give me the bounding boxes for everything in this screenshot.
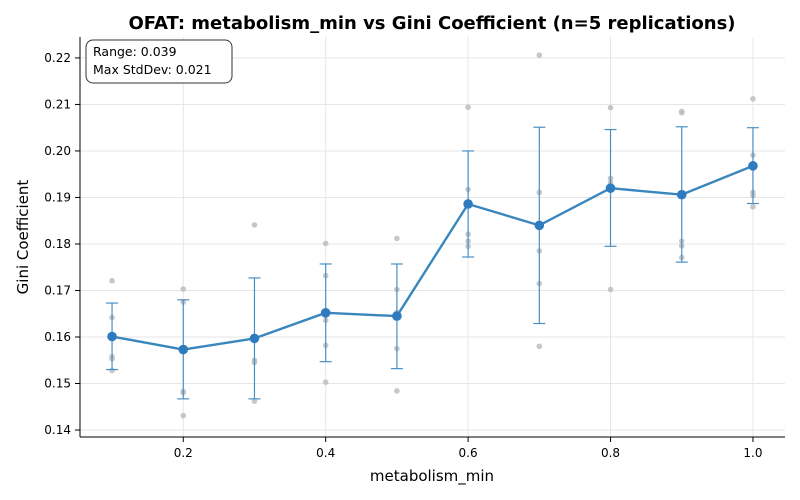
mean-point	[676, 189, 687, 200]
mean-line	[111, 164, 754, 351]
y-tick-label: 0.18	[44, 237, 71, 251]
mean-point	[605, 183, 616, 193]
x-ticks: 0.2 0.4 0.6 0.8 1.0	[174, 437, 763, 460]
replication-point	[394, 235, 400, 242]
x-tick-label: 0.2	[174, 446, 193, 460]
x-tick-label: 0.6	[459, 446, 478, 460]
y-tick-label: 0.14	[44, 423, 71, 437]
replication-point	[322, 379, 329, 385]
replication-point	[750, 203, 756, 210]
replication-point	[607, 104, 614, 111]
x-tick-label: 0.4	[316, 446, 335, 460]
grid	[80, 37, 785, 437]
mean-point	[463, 199, 473, 209]
replication-point	[750, 96, 756, 102]
mean-point	[249, 333, 260, 344]
y-axis-label: Gini Coefficient	[14, 180, 32, 295]
y-tick-label: 0.15	[44, 377, 71, 391]
axes	[79, 37, 785, 438]
y-tick-label: 0.16	[44, 330, 71, 344]
replication-points	[109, 52, 756, 419]
chart-title: OFAT: metabolism_min vs Gini Coefficient…	[128, 13, 735, 34]
x-tick-label: 0.8	[601, 446, 620, 460]
error-bars	[106, 126, 759, 400]
replication-point	[465, 104, 471, 111]
replication-point	[607, 286, 614, 293]
y-tick-label: 0.21	[44, 97, 71, 111]
stats-range: Range: 0.039	[93, 44, 177, 59]
mean-markers	[107, 161, 758, 355]
replication-point	[251, 222, 258, 228]
mean-point	[320, 308, 331, 318]
y-ticks: 0.14 0.15 0.16 0.17 0.18 0.19 0.20 0.21 0.22	[44, 51, 80, 437]
mean-point	[178, 344, 189, 355]
replication-point	[678, 110, 685, 116]
mean-point	[107, 331, 117, 342]
x-tick-label: 1.0	[743, 446, 762, 460]
replication-point	[251, 398, 258, 404]
replication-point	[394, 388, 400, 394]
mean-point	[748, 161, 758, 171]
replication-point	[536, 343, 543, 350]
replication-point	[322, 240, 329, 247]
stats-box-frame	[85, 39, 233, 84]
replication-point	[109, 277, 115, 284]
y-tick-label: 0.20	[44, 144, 71, 158]
mean-point	[392, 311, 402, 321]
mean-series-line	[111, 164, 754, 351]
mean-point	[534, 220, 545, 231]
y-tick-label: 0.19	[44, 190, 71, 204]
x-axis-label: metabolism_min	[370, 467, 494, 486]
replication-point	[536, 52, 543, 58]
replication-point	[180, 412, 187, 419]
y-tick-label: 0.17	[44, 283, 71, 297]
y-tick-label: 0.22	[44, 51, 71, 65]
stats-box: Range: 0.039 Max StdDev: 0.021	[85, 39, 233, 84]
stats-max-stddev: Max StdDev: 0.021	[93, 62, 212, 77]
replication-point	[180, 286, 187, 292]
